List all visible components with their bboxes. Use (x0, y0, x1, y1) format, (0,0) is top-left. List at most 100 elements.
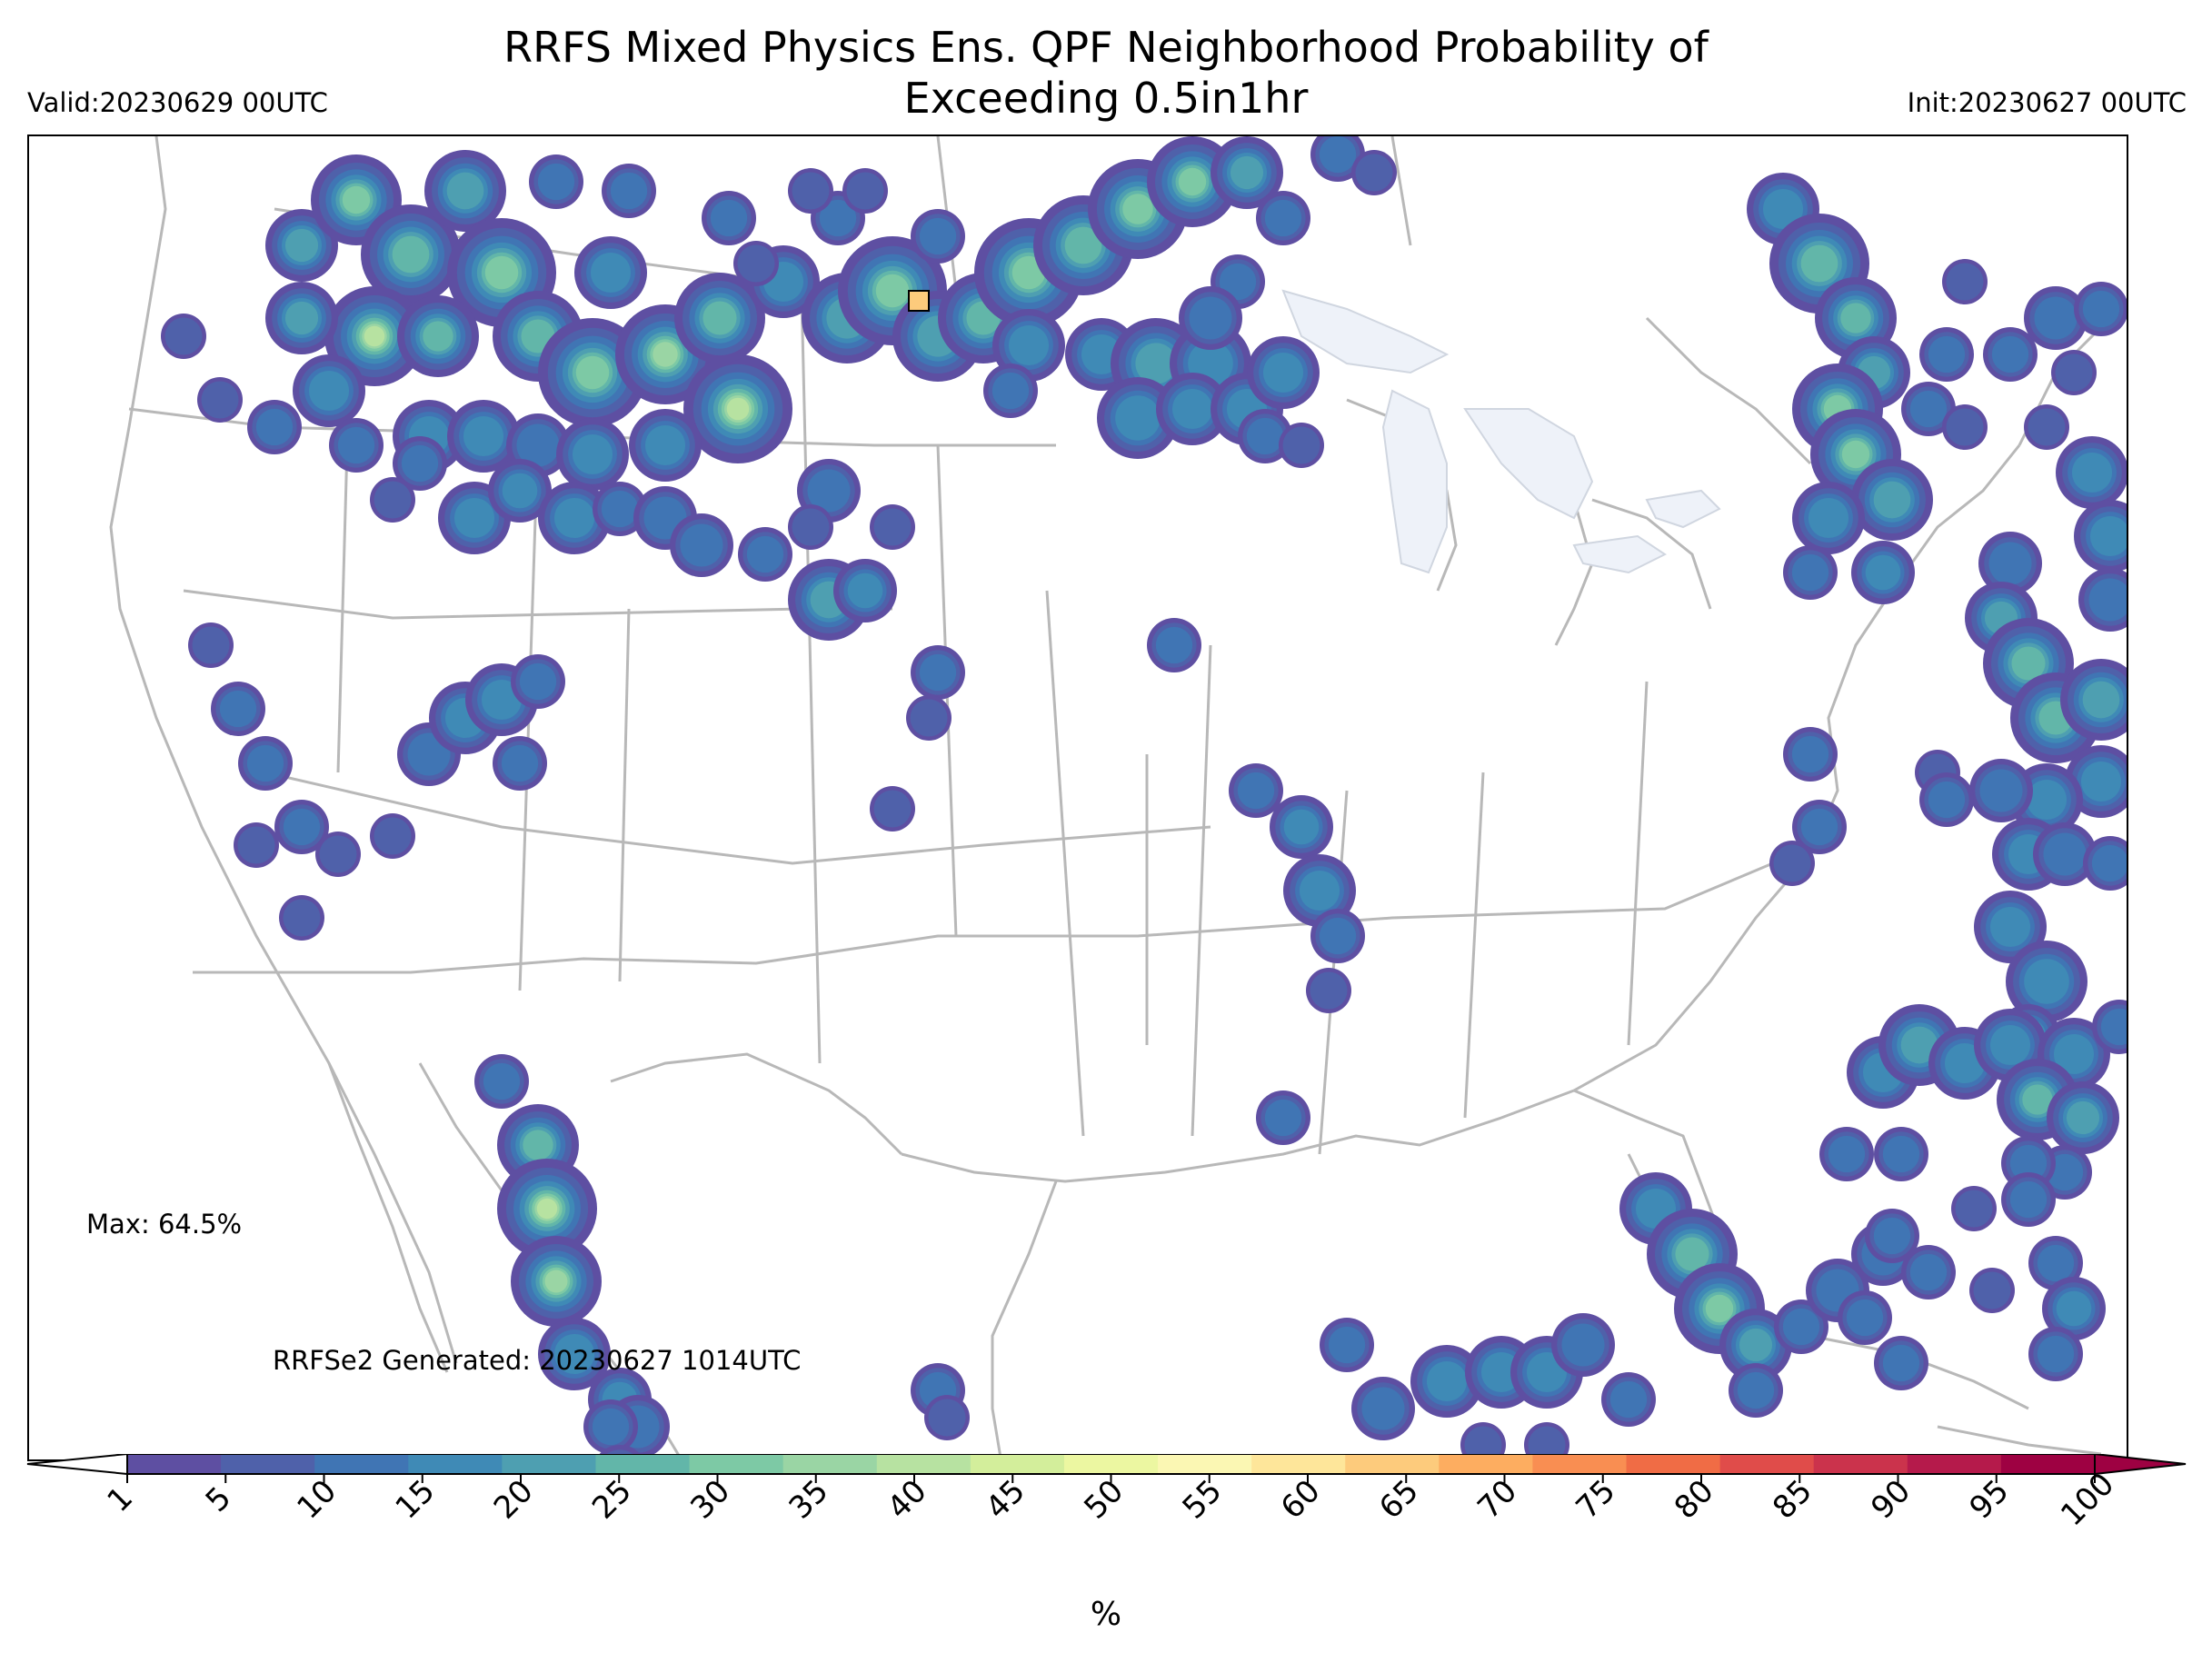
probability-blob (683, 354, 792, 463)
basemap-line (327, 1062, 449, 1373)
colorbar-segment (1907, 1454, 2002, 1474)
contour-level (1808, 497, 1849, 539)
probability-blob (1351, 1377, 1415, 1440)
colorbar-segment (970, 1454, 1065, 1474)
probability-blob (293, 354, 365, 427)
probability-blob (188, 622, 234, 668)
contour-level (219, 690, 257, 728)
colorbar-segment (1439, 1454, 1533, 1474)
contour-level (2089, 515, 2127, 557)
probability-blob (911, 209, 965, 264)
colorbar-tick-label: 100 (2054, 1466, 2121, 1533)
basemap-line (618, 608, 631, 982)
contour-level (2080, 761, 2122, 802)
contour-level (1264, 1099, 1302, 1137)
contour-level (2037, 1335, 2075, 1373)
contour-level (1873, 481, 1911, 519)
colorbar-over-arrow (2094, 1454, 2187, 1476)
probability-blob (1978, 532, 2042, 595)
contour-level (1739, 1328, 1773, 1362)
contour-level (2022, 1084, 2053, 1115)
probability-blob (1551, 1313, 1615, 1377)
contour-level (1928, 781, 1966, 819)
contour-level (601, 490, 639, 528)
probability-blob (1156, 373, 1229, 445)
contour-level (1299, 870, 1340, 911)
contour-level (1991, 335, 2029, 373)
probability-blob (2033, 822, 2097, 886)
contour-level (1230, 155, 1264, 190)
contour-level (873, 790, 912, 828)
contour-level (1865, 554, 1901, 591)
colorbar-segment (1626, 1454, 1721, 1474)
contour-level (1609, 1380, 1648, 1419)
basemap-line (1390, 136, 1412, 246)
colorbar-under-arrow (26, 1454, 128, 1476)
contour-level (919, 653, 957, 692)
probability-blob (1974, 891, 2047, 963)
contour-level (1928, 335, 1966, 373)
basemap-line (336, 444, 349, 773)
contour-level (1310, 971, 1348, 1010)
probability-blob (1951, 1186, 1997, 1231)
probability-blob (474, 1054, 529, 1109)
probability-blob (1919, 772, 1974, 827)
colorbar-segment (2000, 1454, 2096, 1474)
probability-blob (1410, 1345, 1483, 1418)
contour-level (1782, 1308, 1820, 1346)
probability-blob (329, 418, 384, 473)
probability-blob (2078, 568, 2127, 632)
probability-blob (1310, 909, 1365, 963)
probability-blob (1460, 1422, 1506, 1459)
contour-level (653, 342, 678, 367)
probability-blob (265, 209, 338, 282)
probability-blob (911, 645, 965, 700)
probability-blob (1919, 327, 1974, 382)
basemap-line (1937, 1425, 2102, 1456)
contour-level (401, 444, 439, 483)
probability-map (109, 136, 2127, 1459)
probability-blob (538, 482, 611, 554)
contour-level (501, 744, 539, 782)
probability-blob (906, 695, 952, 741)
contour-level (928, 1399, 966, 1437)
probability-blob (870, 786, 915, 832)
probability-blob (1792, 482, 1865, 554)
contour-level (726, 397, 750, 421)
probability-blob (197, 377, 243, 423)
contour-level (1882, 1135, 1920, 1173)
contour-level (1008, 324, 1050, 366)
basemap-line (183, 589, 892, 620)
contour-level (991, 372, 1030, 410)
contour-level (446, 172, 484, 210)
contour-level (1989, 906, 2031, 948)
colorbar-segment (689, 1454, 784, 1474)
probability-blob (511, 1236, 602, 1327)
contour-level (737, 244, 775, 283)
probability-blob (1819, 1127, 1874, 1181)
contour-level (2066, 1100, 2100, 1135)
probability-blob (2028, 1327, 2083, 1381)
colorbar-segment (1532, 1454, 1628, 1474)
colorbar-tick-label: 1 (100, 1479, 140, 1519)
contour-level (1355, 154, 1393, 192)
probability-blob (733, 241, 779, 286)
probability-blob (2074, 500, 2127, 573)
probability-blob (2024, 286, 2087, 350)
contour-level (1988, 542, 2032, 585)
contour-level (1115, 395, 1161, 441)
contour-level (164, 317, 203, 355)
contour-level (919, 217, 957, 255)
probability-blob (1874, 1127, 1928, 1181)
probability-blob (1270, 795, 1333, 859)
contour-level (2009, 1144, 2048, 1182)
colorbar-segment (1813, 1454, 1908, 1474)
contour-level (1361, 1387, 1405, 1430)
colorbar-tick-label: 25 (585, 1473, 639, 1527)
probability-blob (370, 813, 415, 859)
probability-blob (2042, 1277, 2106, 1340)
contour-level (2071, 452, 2113, 493)
colorbar-tick-label: 15 (389, 1473, 443, 1527)
contour-level (1800, 244, 1838, 283)
contour-level (846, 172, 884, 210)
